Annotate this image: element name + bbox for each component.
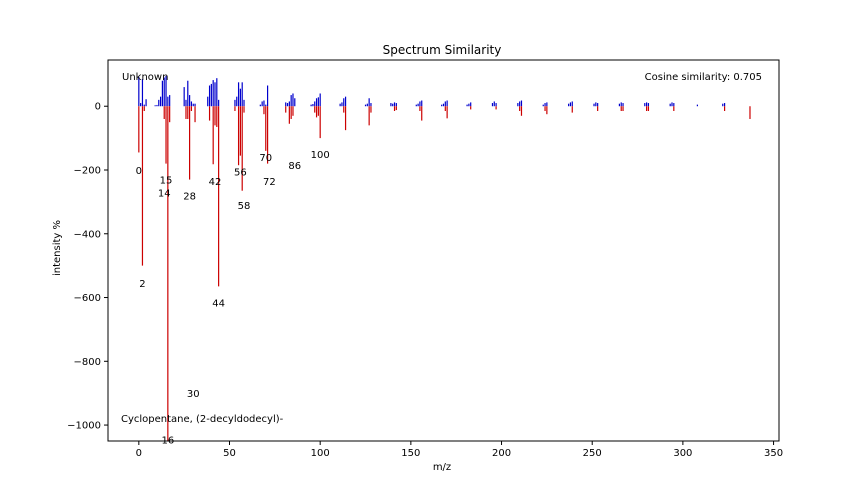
y-axis-ticks: −1000 −800 −600 −400 −200 0 xyxy=(67,102,108,432)
x-tick-label: 200 xyxy=(492,448,511,459)
unknown-label: Unknown xyxy=(122,72,168,83)
peak-label: 70 xyxy=(259,153,272,164)
plot-frame xyxy=(107,59,780,442)
peak-label: 86 xyxy=(288,161,301,172)
y-axis-label: intensity % xyxy=(52,220,63,276)
y-tick-label: −600 xyxy=(74,293,101,304)
peak-label: 28 xyxy=(183,192,196,203)
peak-label: 2 xyxy=(139,279,145,290)
peak-label: 0 xyxy=(136,166,142,177)
reference-compound-label: Cyclopentane, (2-decyldodecyl)- xyxy=(121,414,284,425)
y-tick-label: −800 xyxy=(74,357,101,368)
unknown-spectrum-bars xyxy=(138,75,726,107)
peak-label: 30 xyxy=(187,389,200,400)
x-axis-label: m/z xyxy=(433,462,451,473)
peak-label: 14 xyxy=(158,188,171,199)
cosine-similarity-label: Cosine similarity: 0.705 xyxy=(645,72,762,83)
x-tick-label: 0 xyxy=(136,448,142,459)
x-tick-label: 250 xyxy=(583,448,602,459)
peak-label: 58 xyxy=(238,201,251,212)
x-tick-label: 350 xyxy=(764,448,783,459)
x-tick-label: 150 xyxy=(401,448,420,459)
reference-spectrum-bars xyxy=(138,106,751,441)
y-tick-label: −400 xyxy=(74,229,101,240)
peak-label: 72 xyxy=(263,177,276,188)
peak-label: 42 xyxy=(209,177,222,188)
x-tick-label: 100 xyxy=(311,448,330,459)
chart-title: Spectrum Similarity xyxy=(383,43,502,57)
peak-label: 56 xyxy=(234,168,247,179)
y-tick-label: −200 xyxy=(74,165,101,176)
y-tick-label: 0 xyxy=(95,102,101,113)
peak-label: 44 xyxy=(212,298,225,309)
peak-label: 15 xyxy=(160,176,173,187)
peak-label: 100 xyxy=(311,150,330,161)
y-tick-label: −1000 xyxy=(67,421,101,432)
x-tick-label: 50 xyxy=(223,448,236,459)
x-tick-label: 300 xyxy=(673,448,692,459)
x-axis-ticks: 0 50 100 150 200 250 300 350 xyxy=(136,441,783,459)
